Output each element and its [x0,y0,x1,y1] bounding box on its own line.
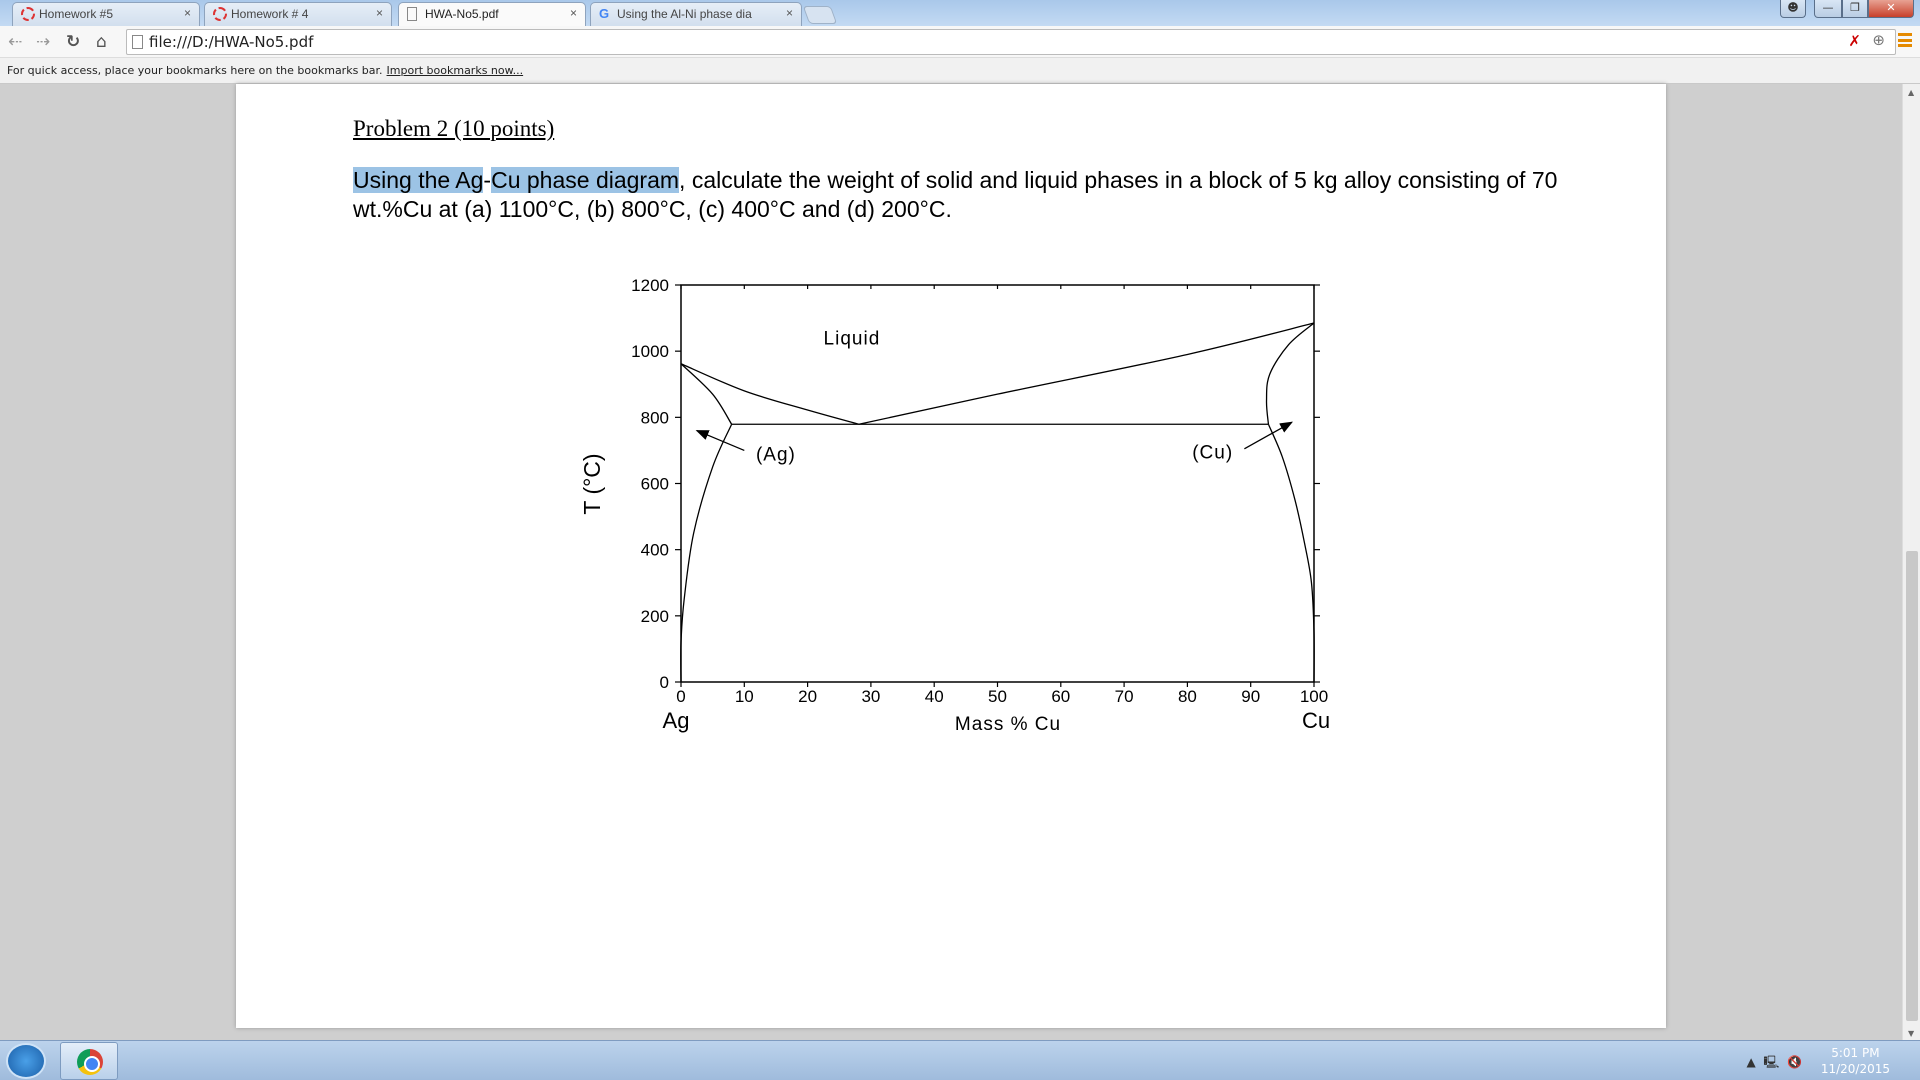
chrome-icon [77,1049,103,1075]
clock-time: 5:01 PM [1831,1046,1880,1060]
search-highlight: Cu phase diagram [491,167,680,193]
url-text: file:///D:/HWA-No5.pdf [149,33,314,51]
close-tab-icon[interactable]: × [183,6,191,20]
clock[interactable]: 5:01 PM 11/20/2015 [1821,1045,1890,1077]
problem-text: Using the Ag-Cu phase diagram, calculate… [353,166,1563,224]
bookmarks-hint: For quick access, place your bookmarks h… [7,64,383,77]
start-button[interactable] [6,1043,46,1079]
close-tab-icon[interactable]: × [569,6,577,20]
problem-body: , calculate the weight of solid and liqu… [353,167,1558,222]
problem-title: Problem 2 (10 points) [353,116,555,141]
volume-muted-icon[interactable]: 🔇 [1787,1055,1802,1069]
show-hidden-icons[interactable]: ▲ [1746,1055,1756,1069]
menu-icon[interactable] [1898,33,1912,47]
page-icon [132,35,143,49]
home-icon[interactable]: ⌂ [96,32,107,52]
loading-spinner-icon [21,7,35,21]
tab-title: Homework #5 [39,7,114,21]
bookmarks-bar: For quick access, place your bookmarks h… [0,58,1920,84]
network-icon[interactable]: 🖳 [1763,1055,1780,1069]
close-tab-icon[interactable]: × [375,6,383,20]
blocked-plugin-icon[interactable]: ✗ [1848,32,1861,50]
taskbar: ▲ 🖳 🔇 5:01 PM 11/20/2015 [0,1040,1920,1080]
scroll-up-icon[interactable]: ▲ [1908,88,1915,97]
tab-hwa-no5-pdf[interactable]: HWA-No5.pdf × [398,2,586,26]
minimize-button[interactable]: — [1814,0,1842,18]
close-tab-icon[interactable]: × [785,6,793,20]
tab-strip: Homework #5 × Homework # 4 × HWA-No5.pdf × … [0,0,1920,26]
loading-spinner-icon [213,7,227,21]
back-icon[interactable]: ⇠ [8,32,23,52]
new-tab-button[interactable] [802,6,838,24]
google-icon: G [599,6,610,21]
tab-homework-5[interactable]: Homework #5 × [12,2,200,26]
scrollbar-thumb[interactable] [1906,551,1918,1021]
tray-icons: ▲ 🖳 🔇 [1747,1053,1802,1074]
tab-title: Using the Al-Ni phase dia [617,7,752,21]
reload-icon[interactable]: ↻ [66,32,81,52]
forward-icon[interactable]: ⇢ [36,32,51,52]
chrome-taskbar-button[interactable] [60,1042,118,1080]
search-highlight: Using the Ag [353,167,484,193]
tab-homework-4[interactable]: Homework # 4 × [204,2,392,26]
user-icon[interactable]: ☻ [1780,0,1806,18]
tab-al-ni-search[interactable]: G Using the Al-Ni phase dia × [590,2,802,26]
restore-button[interactable]: ❐ [1842,0,1868,18]
toolbar: ⇠ ⇢ ↻ ⌂ file:///D:/HWA-No5.pdf ✗ ⊕ [0,26,1920,58]
import-bookmarks-link[interactable]: Import bookmarks now... [386,64,524,77]
tab-title: HWA-No5.pdf [425,7,499,21]
pdf-viewer [0,84,1902,1040]
address-bar[interactable]: file:///D:/HWA-No5.pdf ✗ ⊕ [126,29,1896,55]
clock-date: 11/20/2015 [1820,1062,1890,1076]
scrollbar[interactable]: ▲ ▼ [1902,84,1920,1040]
scroll-down-icon[interactable]: ▼ [1908,1029,1915,1038]
tab-title: Homework # 4 [231,7,309,21]
dash: - [483,167,492,193]
zoom-icon[interactable]: ⊕ [1872,31,1885,49]
pdf-page [236,84,1666,1028]
document-icon [407,7,417,21]
close-window-button[interactable]: ✕ [1868,0,1914,18]
